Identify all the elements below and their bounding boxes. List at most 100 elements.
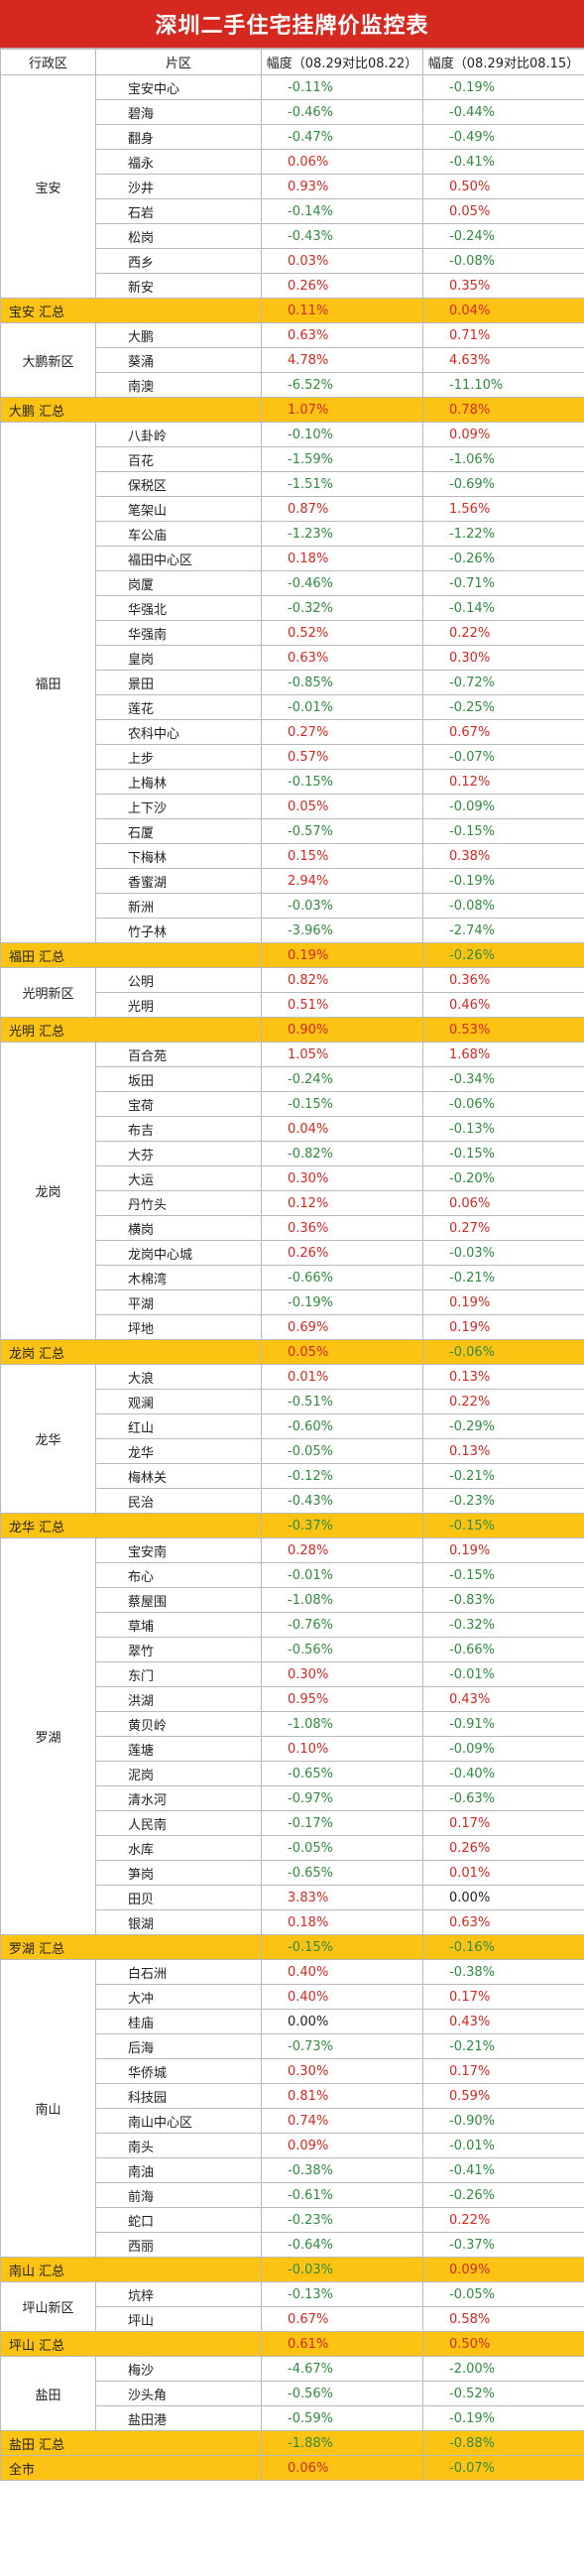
two-week-change-cell: -1.06%	[422, 446, 584, 472]
two-week-change-cell: -0.44%	[422, 99, 584, 125]
table-row: 上梅林 -0.15% 0.12%	[1, 769, 584, 795]
summary-week-change: 0.19%	[261, 942, 423, 968]
table-row: 泥岗 -0.65% -0.40%	[1, 1761, 584, 1786]
two-week-change-cell: -0.40%	[422, 1761, 584, 1786]
area-cell: 华强南	[95, 620, 262, 646]
two-week-change-cell: -0.25%	[422, 694, 584, 720]
area-cell: 莲塘	[95, 1736, 262, 1762]
area-cell: 百花	[95, 446, 262, 472]
two-week-change-cell: -0.37%	[422, 2232, 584, 2258]
two-week-change-cell: -0.72%	[422, 670, 584, 695]
table-row: 皇岗 0.63% 0.30%	[1, 645, 584, 671]
summary-two-week-change: -0.15%	[422, 1513, 584, 1538]
area-cell: 葵涌	[95, 347, 262, 373]
area-cell: 白石洲	[95, 1959, 262, 1985]
summary-week-change: -0.03%	[261, 2257, 423, 2282]
table-row: 宝安 宝安中心 -0.11% -0.19%	[0, 74, 584, 299]
table-row: 香蜜湖 2.94% -0.19%	[1, 868, 584, 894]
two-week-change-cell: -0.15%	[422, 1141, 584, 1166]
table-body: 宝安 宝安中心 -0.11% -0.19% 碧海 -0.46% -0.44% 翻身 -0.47%…	[0, 74, 584, 2481]
summary-label: 南山 汇总	[0, 2257, 262, 2282]
week-change-cell: 0.00%	[261, 2009, 423, 2034]
header-row: 行政区 片区 幅度（08.29对比08.22） 幅度（08.29对比08.15）	[0, 49, 584, 75]
week-change-cell: 0.09%	[261, 2133, 423, 2158]
two-week-change-cell: 0.38%	[422, 843, 584, 869]
area-cell: 光明	[95, 992, 262, 1018]
area-cell: 民治	[95, 1488, 262, 1514]
week-change-cell: 0.03%	[261, 248, 423, 274]
table-row: 草埔 -0.76% -0.32%	[1, 1612, 584, 1638]
two-week-change-cell: -0.26%	[422, 2182, 584, 2208]
week-change-cell: 2.94%	[261, 868, 423, 894]
area-cell: 龙华	[95, 1438, 262, 1464]
two-week-change-cell: 0.05%	[422, 198, 584, 224]
table-row: 大鹏新区 大鹏 0.63% 0.71%	[0, 322, 584, 398]
summary-row: 光明 汇总 0.90% 0.53%	[0, 1017, 584, 1043]
two-week-change-cell: -0.83%	[422, 1587, 584, 1613]
area-cell: 蔡屋围	[95, 1587, 262, 1613]
area-cell: 碧海	[95, 99, 262, 125]
two-week-change-cell: -0.07%	[422, 744, 584, 770]
two-week-change-cell: -0.01%	[422, 1661, 584, 1687]
week-change-cell: 0.26%	[261, 273, 423, 299]
district-cell: 福田	[0, 422, 96, 943]
summary-row: 福田 汇总 0.19% -0.26%	[0, 942, 584, 968]
two-week-change-cell: -0.01%	[422, 2133, 584, 2158]
table-row: 科技园 0.81% 0.59%	[1, 2083, 584, 2109]
week-change-cell: -0.13%	[261, 2281, 423, 2307]
summary-label: 龙华 汇总	[0, 1513, 262, 1538]
two-week-change-cell: -0.69%	[422, 471, 584, 497]
district-cell: 罗湖	[0, 1537, 96, 1935]
area-cell: 前海	[95, 2182, 262, 2208]
week-change-cell: -0.23%	[261, 2207, 423, 2233]
two-week-change-cell: 0.30%	[422, 645, 584, 671]
week-change-cell: -0.60%	[261, 1413, 423, 1439]
area-cell: 保税区	[95, 471, 262, 497]
table-row: 葵涌 4.78% 4.63%	[1, 347, 584, 373]
table-row: 坪山新区 坑梓 -0.13% -0.05%	[0, 2281, 584, 2332]
week-change-cell: 0.28%	[261, 1537, 423, 1563]
week-change-cell: -3.96%	[261, 918, 423, 943]
area-cell: 翠竹	[95, 1637, 262, 1662]
area-cell: 木棉湾	[95, 1265, 262, 1290]
week-change-cell: -0.82%	[261, 1141, 423, 1166]
table-row: 百花 -1.59% -1.06%	[1, 446, 584, 472]
table-row: 罗湖 宝安南 0.28% 0.19%	[0, 1537, 584, 1935]
area-cell: 华侨城	[95, 2058, 262, 2084]
table-row: 光明新区 公明 0.82% 0.36%	[0, 967, 584, 1018]
week-change-cell: -0.11%	[261, 74, 423, 100]
week-change-cell: 0.30%	[261, 2058, 423, 2084]
area-cell: 宝安南	[95, 1537, 262, 1563]
total-week-change: 0.06%	[261, 2455, 423, 2481]
summary-two-week-change: -0.06%	[422, 1339, 584, 1365]
two-week-change-cell: -0.32%	[422, 1612, 584, 1638]
two-week-change-cell: -0.20%	[422, 1165, 584, 1191]
two-week-change-cell: 0.00%	[422, 1885, 584, 1910]
two-week-change-cell: 0.59%	[422, 2083, 584, 2109]
area-cell: 大冲	[95, 1984, 262, 2010]
week-change-cell: -0.32%	[261, 595, 423, 621]
area-cell: 大芬	[95, 1141, 262, 1166]
week-change-cell: 0.40%	[261, 1959, 423, 1985]
summary-label: 坪山 汇总	[0, 2331, 262, 2357]
table-row: 蛇口 -0.23% 0.22%	[1, 2207, 584, 2233]
area-cell: 香蜜湖	[95, 868, 262, 894]
week-change-cell: -0.51%	[261, 1389, 423, 1414]
table-row: 沙头角 -0.56% -0.52%	[1, 2381, 584, 2406]
two-week-change-cell: -0.63%	[422, 1785, 584, 1811]
summary-two-week-change: -0.16%	[422, 1934, 584, 1960]
week-change-cell: -0.24%	[261, 1066, 423, 1092]
area-cell: 上步	[95, 744, 262, 770]
two-week-change-cell: -0.26%	[422, 546, 584, 571]
district-cell: 龙岗	[0, 1042, 96, 1340]
week-change-cell: 0.26%	[261, 1240, 423, 1266]
week-change-cell: -0.01%	[261, 694, 423, 720]
week-change-cell: 0.51%	[261, 992, 423, 1018]
table-row: 布心 -0.01% -0.15%	[1, 1562, 584, 1588]
summary-label: 盐田 汇总	[0, 2430, 262, 2456]
two-week-change-cell: 0.17%	[422, 1810, 584, 1836]
table-row: 宝荷 -0.15% -0.06%	[1, 1091, 584, 1117]
two-week-change-cell: -0.21%	[422, 1463, 584, 1489]
district-cell: 大鹏新区	[0, 322, 96, 398]
two-week-change-cell: 0.06%	[422, 1190, 584, 1216]
